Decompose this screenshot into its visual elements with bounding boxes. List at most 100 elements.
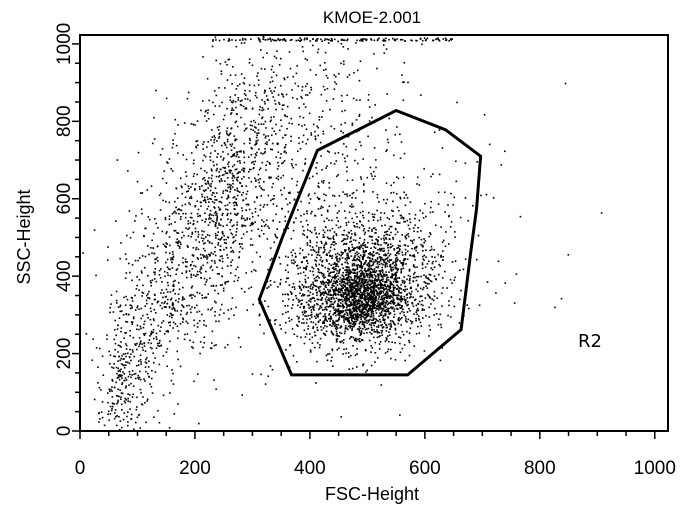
data-point bbox=[183, 298, 186, 300]
data-point bbox=[300, 95, 302, 98]
data-point bbox=[282, 136, 284, 139]
data-point bbox=[284, 134, 287, 136]
data-point bbox=[389, 265, 391, 268]
data-point bbox=[351, 312, 353, 314]
data-point bbox=[242, 150, 245, 153]
data-point bbox=[370, 326, 373, 329]
data-point bbox=[390, 295, 393, 298]
data-point bbox=[221, 303, 223, 306]
data-point bbox=[382, 318, 385, 321]
data-point bbox=[281, 162, 283, 165]
data-point bbox=[197, 233, 200, 236]
data-point bbox=[400, 270, 403, 273]
data-point bbox=[227, 194, 230, 197]
data-point bbox=[315, 285, 318, 288]
data-point bbox=[404, 281, 406, 283]
data-point bbox=[231, 249, 234, 252]
data-point bbox=[364, 250, 367, 253]
data-point bbox=[234, 121, 237, 124]
data-point bbox=[343, 63, 345, 65]
data-point bbox=[111, 366, 113, 369]
data-point bbox=[279, 324, 281, 326]
data-point bbox=[476, 161, 478, 163]
data-point bbox=[404, 235, 406, 238]
data-point bbox=[399, 214, 402, 217]
data-point bbox=[366, 303, 368, 305]
data-point bbox=[324, 248, 326, 251]
data-point bbox=[312, 281, 314, 284]
data-point bbox=[153, 278, 156, 280]
data-point bbox=[252, 119, 255, 122]
data-point bbox=[358, 259, 360, 261]
data-point bbox=[324, 316, 327, 318]
data-point bbox=[388, 228, 390, 230]
data-point bbox=[237, 336, 240, 339]
data-point bbox=[151, 239, 153, 242]
data-point bbox=[347, 248, 350, 251]
data-point bbox=[364, 244, 367, 246]
data-point bbox=[368, 323, 371, 326]
data-point bbox=[227, 58, 230, 61]
data-point bbox=[346, 179, 349, 182]
data-point bbox=[295, 294, 297, 297]
data-point bbox=[186, 261, 188, 263]
data-point bbox=[381, 258, 384, 261]
data-point bbox=[273, 55, 276, 58]
data-point bbox=[360, 310, 363, 313]
data-point bbox=[449, 278, 452, 281]
data-point bbox=[388, 334, 391, 337]
data-point bbox=[215, 388, 217, 391]
data-point bbox=[364, 321, 367, 323]
data-point bbox=[190, 212, 193, 215]
data-point bbox=[403, 314, 405, 317]
data-point bbox=[408, 270, 411, 272]
data-point bbox=[395, 273, 398, 276]
data-point bbox=[438, 173, 441, 176]
data-point bbox=[368, 276, 371, 279]
data-point bbox=[335, 233, 337, 235]
data-point bbox=[170, 258, 172, 261]
data-point bbox=[412, 273, 415, 275]
data-point bbox=[387, 335, 389, 337]
data-point bbox=[223, 173, 225, 176]
data-point bbox=[348, 211, 351, 214]
data-point bbox=[358, 287, 361, 289]
data-point bbox=[208, 216, 211, 219]
data-point bbox=[362, 279, 364, 281]
data-point bbox=[316, 294, 318, 297]
data-point bbox=[148, 360, 150, 363]
data-point bbox=[156, 245, 159, 248]
data-point bbox=[210, 285, 213, 287]
data-point bbox=[155, 222, 158, 225]
data-point bbox=[360, 245, 363, 248]
data-point bbox=[296, 335, 299, 338]
data-point bbox=[356, 310, 358, 313]
data-point bbox=[354, 300, 357, 303]
data-point bbox=[264, 142, 267, 145]
data-point bbox=[366, 246, 369, 248]
data-point bbox=[388, 323, 390, 326]
data-point bbox=[388, 288, 390, 291]
data-point bbox=[393, 322, 395, 325]
data-point bbox=[208, 218, 210, 220]
data-point bbox=[334, 294, 337, 297]
data-point bbox=[120, 396, 122, 398]
data-point bbox=[384, 310, 387, 313]
data-point bbox=[168, 305, 171, 308]
data-point bbox=[306, 229, 309, 231]
data-point bbox=[344, 285, 346, 287]
data-point bbox=[154, 258, 157, 261]
data-point bbox=[377, 243, 380, 246]
data-point bbox=[289, 202, 291, 204]
data-point bbox=[181, 236, 183, 239]
data-point bbox=[140, 361, 142, 363]
data-point bbox=[178, 245, 181, 248]
data-point bbox=[392, 289, 395, 292]
data-point bbox=[176, 310, 179, 312]
data-point bbox=[333, 309, 336, 311]
data-point bbox=[370, 315, 373, 317]
data-point bbox=[368, 263, 371, 265]
data-point bbox=[318, 271, 321, 274]
data-point bbox=[199, 341, 202, 343]
data-point bbox=[373, 254, 375, 257]
